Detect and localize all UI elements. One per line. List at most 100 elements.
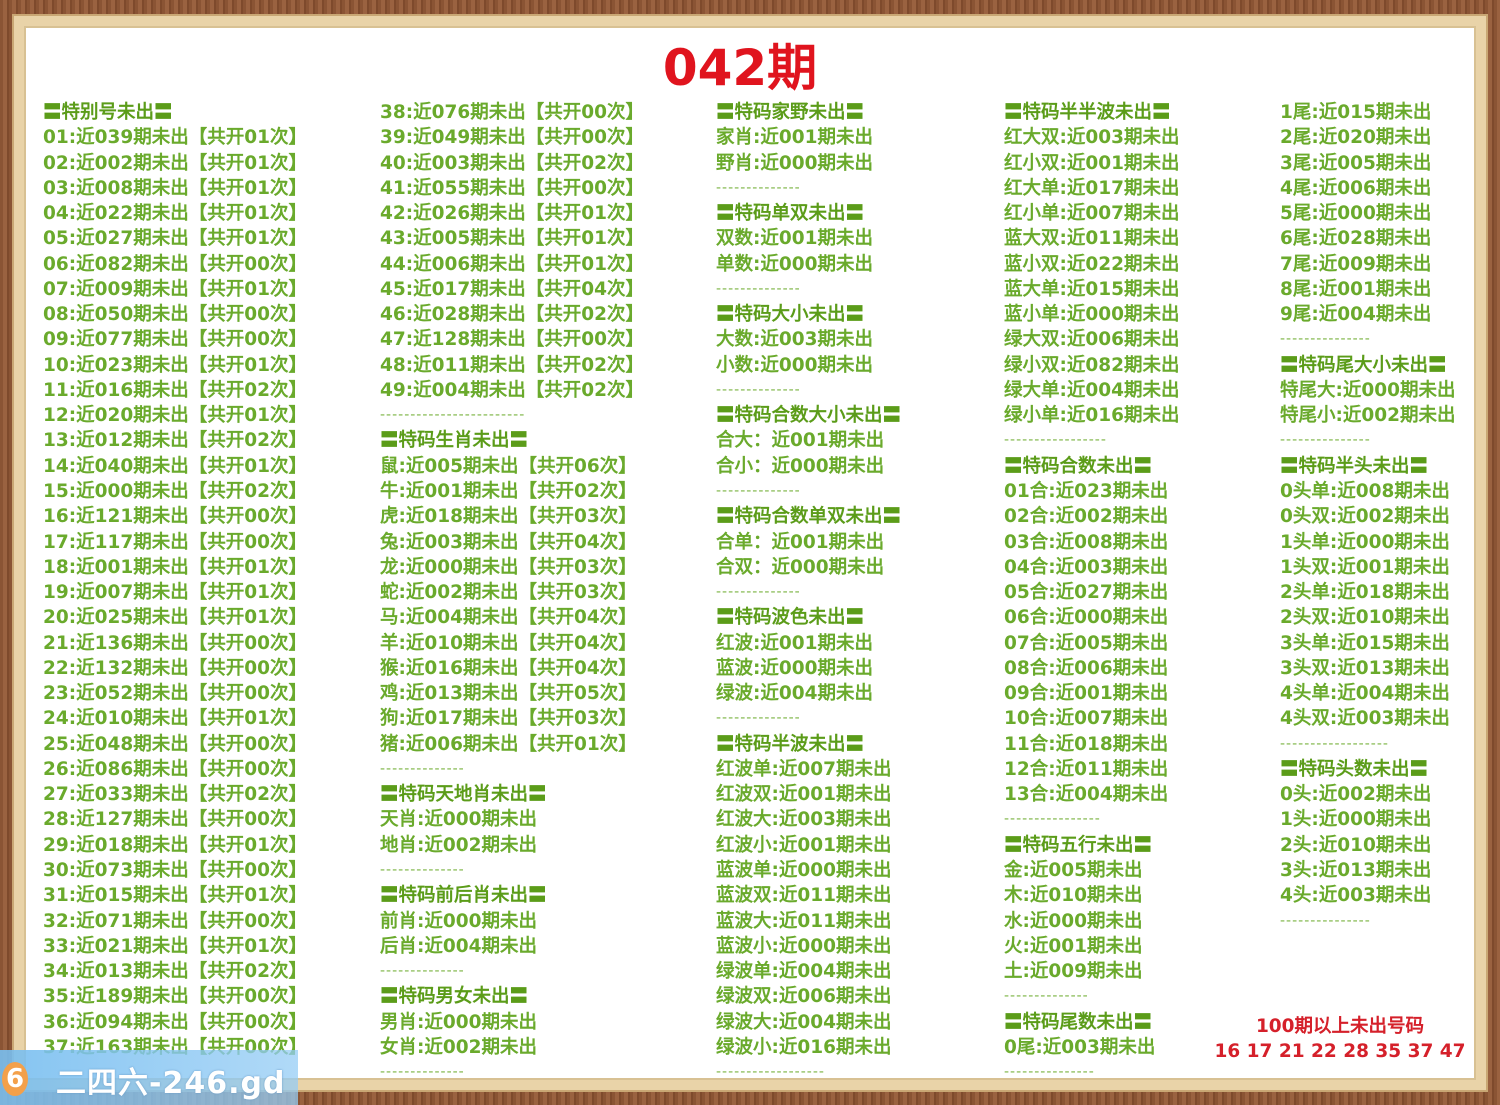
- list-item: 2头双:近010期未出: [1280, 607, 1450, 629]
- cold-numbers-label: 100期以上未出号码: [1255, 1016, 1425, 1037]
- list-item: 红波单:近007期未出: [716, 758, 892, 780]
- separator: ----------------: [1004, 811, 1101, 828]
- section-header: 〓特码五行未出〓: [1004, 834, 1153, 856]
- watermark-logo-icon: 6: [2, 1062, 28, 1096]
- list-item: 33:近021期未出【共开01次】: [43, 935, 308, 957]
- list-item: 红大单:近017期未出: [1004, 177, 1180, 199]
- list-item: 20:近025期未出【共开01次】: [43, 607, 308, 629]
- separator: ------------------: [1280, 735, 1389, 752]
- list-item: 14:近040期未出【共开01次】: [43, 455, 308, 477]
- list-item: 08合:近006期未出: [1004, 657, 1169, 679]
- list-item: 绿波:近004期未出: [716, 683, 874, 705]
- list-item: 绿小双:近082期未出: [1004, 354, 1180, 376]
- list-item: 01:近039期未出【共开01次】: [43, 127, 308, 149]
- list-item: 马:近004期未出【共开04次】: [380, 607, 637, 629]
- list-item: 鸡:近013期未出【共开05次】: [380, 683, 637, 705]
- list-item: 13合:近004期未出: [1004, 784, 1169, 806]
- list-item: 36:近094期未出【共开00次】: [43, 1011, 308, 1033]
- separator: ------------------: [716, 1064, 825, 1081]
- list-item: 猪:近006期未出【共开01次】: [380, 733, 637, 755]
- list-item: 42:近026期未出【共开01次】: [380, 203, 645, 225]
- column-attributes-waves: 〓特码家野未出〓 家肖:近001期未出 野肖:近000期未出 ------------…: [716, 100, 901, 1085]
- separator: --------------: [716, 482, 801, 499]
- section-header: 〓特码天地肖未出〓: [380, 784, 547, 806]
- section-header: 〓特码尾大小未出〓: [1280, 354, 1447, 376]
- list-item: 3头:近013期未出: [1280, 859, 1432, 881]
- list-item: 小数:近000期未出: [716, 354, 874, 376]
- list-item: 绿波小:近016期未出: [716, 1036, 892, 1058]
- list-item: 狗:近017期未出【共开03次】: [380, 708, 637, 730]
- list-item: 大数:近003期未出: [716, 329, 874, 351]
- section-header: 〓特码家野未出〓: [716, 102, 865, 123]
- list-item: 07:近009期未出【共开01次】: [43, 278, 308, 300]
- separator: --------------: [1004, 988, 1089, 1005]
- section-header: 〓特码半波未出〓: [716, 733, 865, 755]
- list-item: 38:近076期未出【共开00次】: [380, 102, 645, 123]
- list-item: 0头单:近008期未出: [1280, 480, 1450, 502]
- list-item: 合小：近000期未出: [716, 455, 885, 477]
- list-item: 7尾:近009期未出: [1280, 253, 1432, 275]
- list-item: 04:近022期未出【共开01次】: [43, 203, 308, 225]
- list-item: 特尾小:近002期未出: [1280, 405, 1456, 427]
- section-header: 〓特码波色未出〓: [716, 607, 865, 629]
- column-numbers-zodiac: 38:近076期未出【共开00次】 39:近049期未出【共开00次】 40:近00…: [380, 100, 644, 1085]
- list-item: 18:近001期未出【共开01次】: [43, 556, 308, 578]
- list-item: 红大双:近003期未出: [1004, 127, 1180, 149]
- list-item: 红小双:近001期未出: [1004, 152, 1180, 174]
- list-item: 女肖:近002期未出: [380, 1036, 538, 1058]
- list-item: 牛:近001期未出【共开02次】: [380, 480, 637, 502]
- list-item: 天肖:近000期未出: [380, 809, 538, 831]
- list-item: 09:近077期未出【共开00次】: [43, 329, 308, 351]
- list-item: 39:近049期未出【共开00次】: [380, 127, 645, 149]
- separator: ------------------------: [380, 407, 526, 424]
- list-item: 25:近048期未出【共开00次】: [43, 733, 308, 755]
- list-item: 49:近004期未出【共开02次】: [380, 379, 645, 401]
- list-item: 40:近003期未出【共开02次】: [380, 152, 645, 174]
- list-item: 27:近033期未出【共开02次】: [43, 784, 308, 806]
- list-item: 红波:近001期未出: [716, 632, 874, 654]
- separator: --------------: [716, 280, 801, 297]
- list-item: 28:近127期未出【共开00次】: [43, 809, 308, 831]
- list-item: 26:近086期未出【共开00次】: [43, 758, 308, 780]
- list-item: 后肖:近004期未出: [380, 935, 538, 957]
- list-item: 44:近006期未出【共开01次】: [380, 253, 645, 275]
- section-header: 〓特码半头未出〓: [1280, 455, 1429, 477]
- list-item: 家肖:近001期未出: [716, 127, 874, 149]
- list-item: 10合:近007期未出: [1004, 708, 1169, 730]
- list-item: 0尾:近003期未出: [1004, 1036, 1156, 1058]
- list-item: 水:近000期未出: [1004, 910, 1143, 932]
- section-header: 〓特别号未出〓: [43, 102, 173, 123]
- list-item: 蓝大双:近011期未出: [1004, 228, 1180, 250]
- separator: --------------: [716, 710, 801, 727]
- list-item: 22:近132期未出【共开00次】: [43, 657, 308, 679]
- list-item: 红波双:近001期未出: [716, 784, 892, 806]
- list-item: 41:近055期未出【共开00次】: [380, 177, 645, 199]
- column-half-waves-sums: 〓特码半半波未出〓 红大双:近003期未出 红小双:近001期未出 红大单:近017期…: [1004, 100, 1180, 1085]
- separator: --------------: [716, 179, 801, 196]
- list-item: 羊:近010期未出【共开04次】: [380, 632, 637, 654]
- section-header: 〓特码前后肖未出〓: [380, 885, 547, 907]
- list-item: 绿大单:近004期未出: [1004, 379, 1180, 401]
- list-item: 土:近009期未出: [1004, 961, 1143, 983]
- list-item: 35:近189期未出【共开00次】: [43, 986, 308, 1008]
- list-item: 45:近017期未出【共开04次】: [380, 278, 645, 300]
- list-item: 单数:近000期未出: [716, 253, 874, 275]
- list-item: 6尾:近028期未出: [1280, 228, 1432, 250]
- list-item: 4头双:近003期未出: [1280, 708, 1450, 730]
- list-item: 绿大双:近006期未出: [1004, 329, 1180, 351]
- list-item: 5尾:近000期未出: [1280, 203, 1432, 225]
- list-item: 金:近005期未出: [1004, 859, 1143, 881]
- list-item: 木:近010期未出: [1004, 885, 1143, 907]
- separator: --------------: [380, 861, 465, 878]
- list-item: 02合:近002期未出: [1004, 506, 1169, 528]
- list-item: 4尾:近006期未出: [1280, 177, 1432, 199]
- list-item: 蓝波单:近000期未出: [716, 859, 892, 881]
- list-item: 地肖:近002期未出: [380, 834, 538, 856]
- list-item: 03:近008期未出【共开01次】: [43, 177, 308, 199]
- list-item: 47:近128期未出【共开00次】: [380, 329, 645, 351]
- list-item: 9尾:近004期未出: [1280, 304, 1432, 326]
- list-item: 合大：近001期未出: [716, 430, 885, 452]
- column-special-numbers: 〓特别号未出〓 01:近039期未出【共开01次】 02:近002期未出【共开01次…: [43, 100, 307, 1060]
- list-item: 29:近018期未出【共开01次】: [43, 834, 308, 856]
- list-item: 4头:近003期未出: [1280, 885, 1432, 907]
